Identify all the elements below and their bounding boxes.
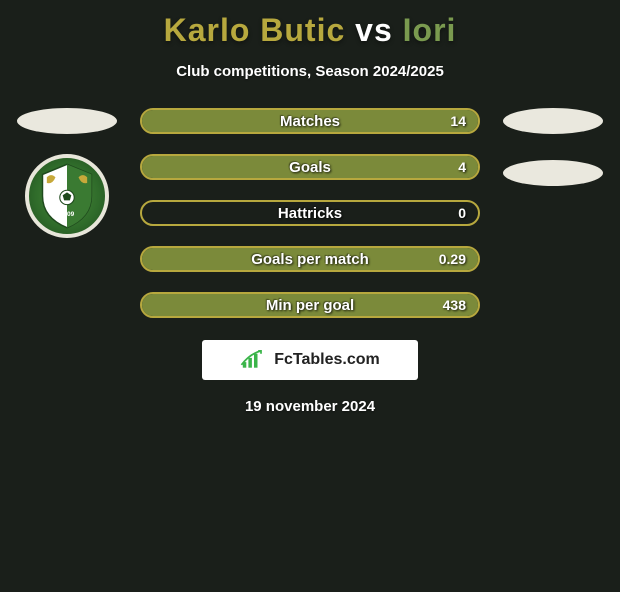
stat-label: Hattricks xyxy=(278,205,342,222)
stat-label: Goals xyxy=(289,159,331,176)
infographic-date: 19 november 2024 xyxy=(0,398,620,415)
title-vs: vs xyxy=(355,12,393,48)
brand-text: FcTables.com xyxy=(274,351,380,369)
left-club-badge: 2009 xyxy=(25,154,109,238)
stat-bar: Matches 14 xyxy=(140,108,480,134)
left-player-column: 2009 xyxy=(12,108,122,238)
stat-label: Min per goal xyxy=(266,297,354,314)
stat-bar: Goals 4 xyxy=(140,154,480,180)
stat-bar: Hattricks 0 xyxy=(140,200,480,226)
stats-column: Matches 14 Goals 4 Hattricks 0 Goals per match… xyxy=(140,108,480,318)
stat-value: 0 xyxy=(458,205,466,221)
stat-value: 438 xyxy=(443,297,466,313)
fctables-logo: FcTables.com xyxy=(202,340,418,380)
left-placeholder-ellipse xyxy=(17,108,117,134)
stat-value: 14 xyxy=(450,113,466,129)
title-player2: Iori xyxy=(403,12,457,48)
feralpisalo-crest-icon: 2009 xyxy=(31,160,103,232)
svg-text:2009: 2009 xyxy=(60,211,75,218)
subtitle: Club competitions, Season 2024/2025 xyxy=(0,63,620,80)
page-title: Karlo Butic vs Iori xyxy=(0,12,620,49)
title-player1: Karlo Butic xyxy=(164,12,346,48)
stat-bar: Min per goal 438 xyxy=(140,292,480,318)
comparison-row: 2009 Matches 14 Goals 4 Hattricks 0 Goals per … xyxy=(0,108,620,318)
stat-value: 0.29 xyxy=(439,251,466,267)
stat-value: 4 xyxy=(458,159,466,175)
stat-label: Goals per match xyxy=(251,251,369,268)
right-player-column xyxy=(498,108,608,206)
right-placeholder-ellipse-1 xyxy=(503,108,603,134)
stat-bar: Goals per match 0.29 xyxy=(140,246,480,272)
right-placeholder-ellipse-2 xyxy=(503,160,603,186)
stat-label: Matches xyxy=(280,113,340,130)
bar-chart-icon xyxy=(240,349,268,371)
